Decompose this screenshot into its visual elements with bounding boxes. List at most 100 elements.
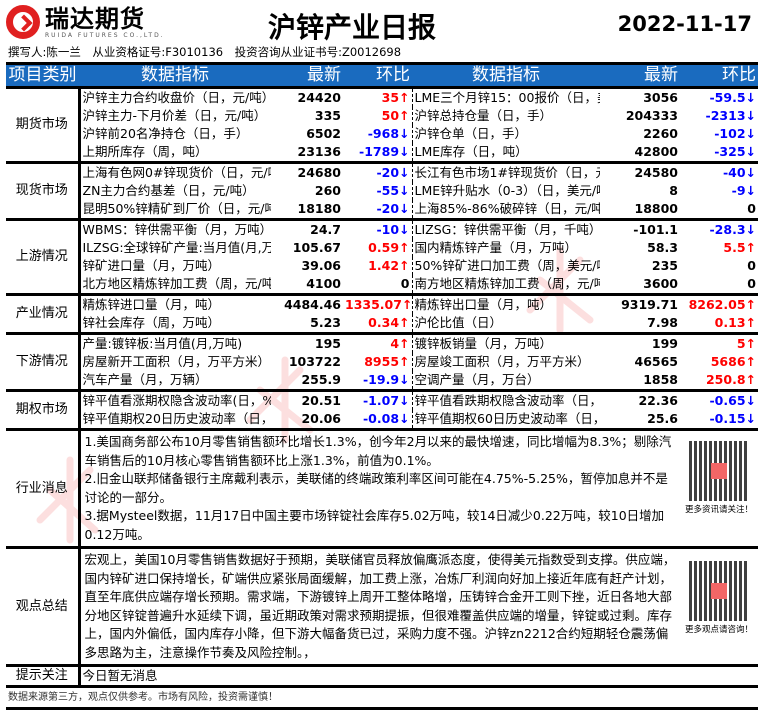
section-label: 期权市场 <box>6 389 81 430</box>
col-latest-right: 最新 <box>600 62 680 88</box>
view-text: 宏观上，美国10月零售销售数据好于预期，美联储官员释放偏鹰派态度，使得美元指数受… <box>79 546 680 666</box>
latest-value: 235 <box>651 258 678 273</box>
table-row: 锌矿进口量（月，万吨） 39.061.42↑50%锌矿进口加工费（周，美元/吨） 2… <box>6 257 758 275</box>
col-indicator-right: 数据指标 <box>412 62 600 88</box>
table-row: 现货市场上海有色网0#锌现货价（日，元/吨）24680-20↓长江有色市场1#锌… <box>6 161 758 220</box>
latest-value: 6502 <box>306 126 341 141</box>
table-row: 上期所库存（周，吨） 23136 -1789↓ LME库存（日，吨） 42800 -325… <box>6 143 758 163</box>
latest-value: 1858 <box>643 372 678 387</box>
indicator-name: 精炼锌进口量（月，吨） <box>79 293 271 314</box>
news-item: 1.美国商务部公布10月零售销售额环比增长1.3%，创今年2月以来的最快增速，同… <box>84 434 672 468</box>
latest-value: 204333 <box>625 108 678 123</box>
latest-value: 24420 <box>271 86 343 107</box>
indicator-name: 昆明50%锌精矿到厂价（日，元/吨） <box>82 201 272 216</box>
change-value: 4↑ <box>343 332 413 353</box>
logo-subtext: RUIDA FUTURES CO.,LTD. <box>45 31 165 39</box>
table-row: 锌社会库存（周，万吨） 5.23 0.34↑ 沪伦比值（日） 7.98 0.13↑ <box>6 314 758 334</box>
latest-value: 46565 <box>634 354 679 369</box>
indicator-name: 国内精炼锌产量（月，万吨） <box>414 240 578 255</box>
latest-value: 24.7 <box>271 218 343 239</box>
section-label: 下游情况 <box>6 332 81 391</box>
table-row: ZN主力合约基差（日，元/吨） 260 -55↓ LME锌升贴水（0-3）（日，美元/… <box>6 182 758 200</box>
change-value: 0.59↑ <box>343 239 413 257</box>
section-label: 上游情况 <box>6 218 81 295</box>
indicator-name: 锌平值期权20日历史波动率（日，%） <box>82 411 272 426</box>
change-value: -325↓ <box>714 144 756 159</box>
latest-value: 18180 <box>297 201 342 216</box>
report-date: 2022-11-17 <box>617 12 752 36</box>
change-value: 0 <box>747 276 756 291</box>
news-row: 行业消息 1.美国商务部公布10月零售销售额环比增长1.3%，创今年2月以来的最… <box>6 428 758 548</box>
section-label: 现货市场 <box>6 161 81 220</box>
latest-value: 58.3 <box>647 240 678 255</box>
section-label: 提示关注 <box>6 664 81 687</box>
indicator-name: 锌平值看跌期权隐含波动率（日，%） <box>412 389 600 410</box>
report-table: 项目类别 数据指标 最新 环比 数据指标 最新 环比 期货市场 沪锌主力合约收盘价… <box>6 62 758 689</box>
change-value: -28.3↓ <box>680 218 758 239</box>
indicator-name: 上期所库存（周，吨） <box>82 144 208 159</box>
latest-value: 7.98 <box>647 315 678 330</box>
change-value: -9↓ <box>731 183 756 198</box>
change-value: 5↑ <box>680 332 758 353</box>
indicator-name: ILZSG:全球锌矿产量:当月值(月,万吨) <box>82 240 272 255</box>
change-value: -0.08↓ <box>343 410 413 430</box>
table-row: 沪锌前20名净持仓（日，手） 6502 -968↓ 沪锌仓单（日，手） 2260 -102… <box>6 125 758 143</box>
latest-value: 5.23 <box>310 315 341 330</box>
indicator-name: 锌平值期权60日历史波动率（日，%） <box>414 411 601 426</box>
latest-value: 4484.46 <box>271 293 343 314</box>
latest-value: -101.1 <box>600 218 680 239</box>
table-row: 北方地区精炼锌加工费（周，元/吨） 4100 0 南方地区精炼锌加工费（周，元/吨） 3… <box>6 275 758 295</box>
news-item: 2.旧金山联邦储备银行主席戴利表示，美联储的终端政策利率区间可能在4.75%-5… <box>84 471 668 505</box>
change-value: 5686↑ <box>710 354 756 369</box>
logo-text: 瑞达期货 <box>45 4 145 33</box>
indicator-name: 沪伦比值（日） <box>414 315 503 330</box>
indicator-name: 锌矿进口量（月，万吨） <box>82 258 221 273</box>
table-row: 下游情况 产量:镀锌板:当月值(月,万吨) 195 4↑ 镀锌板销量（月，万吨） 199 5… <box>6 332 758 391</box>
indicator-name: 锌社会库存（周，万吨） <box>82 315 221 330</box>
section-label: 行业消息 <box>6 428 81 548</box>
indicator-name: 房屋竣工面积（月，万平方米） <box>414 354 590 369</box>
section-label: 期货市场 <box>6 86 81 163</box>
latest-value: 24680 <box>271 161 343 182</box>
latest-value: 3056 <box>600 86 680 107</box>
change-value: 1.42↑ <box>343 257 413 275</box>
section-label: 产业情况 <box>6 293 81 334</box>
col-change-right: 环比 <box>680 62 758 88</box>
latest-value: 42800 <box>634 144 679 159</box>
news-text: 1.美国商务部公布10月零售销售额环比增长1.3%，创今年2月以来的最快增速，同… <box>79 428 680 548</box>
latest-value: 260 <box>314 183 341 198</box>
indicator-name: 沪锌主力-下月价差（日，元/吨） <box>82 108 267 123</box>
change-value: 35↑ <box>343 86 413 107</box>
indicator-name: 沪锌前20名净持仓（日，手） <box>82 126 249 141</box>
col-category: 项目类别 <box>6 62 79 88</box>
change-value: -20↓ <box>343 200 413 220</box>
indicator-name: 产量:镀锌板:当月值(月,万吨) <box>79 332 271 353</box>
latest-value: 4100 <box>306 276 341 291</box>
latest-value: 103722 <box>288 354 341 369</box>
indicator-name: 镀锌板销量（月，万吨） <box>412 332 600 353</box>
latest-value: 23136 <box>297 144 342 159</box>
latest-value: 22.36 <box>600 389 680 410</box>
change-value: 8955↑ <box>343 353 413 371</box>
table-row: 沪锌主力-下月价差（日，元/吨） 335 50↑ 沪锌总持仓量（日，手） 204333 -… <box>6 107 758 125</box>
latest-value: 20.06 <box>301 411 341 426</box>
table-row: 房屋新开工面积（月，万平方米） 103722 8955↑ 房屋竣工面积（月，万平方米）… <box>6 353 758 371</box>
section-label: 观点总结 <box>6 546 81 666</box>
view-row: 观点总结 宏观上，美国10月零售销售数据好于预期，美联储官员释放偏鹰派态度，使得… <box>6 546 758 666</box>
indicator-name: 长江有色市场1#锌现货价（日，元/吨 <box>412 161 600 182</box>
indicator-name: LME三个月锌15：00报价（日，美元 <box>412 86 600 107</box>
company-logo: 瑞达期货 RUIDA FUTURES CO.,LTD. <box>6 5 165 39</box>
indicator-name: 南方地区精炼锌加工费（周，元/吨） <box>414 276 601 291</box>
qr-code-icon <box>689 561 749 621</box>
change-value: 0.13↑ <box>714 315 756 330</box>
change-value: 250.8↑ <box>705 372 756 387</box>
indicator-name: ZN主力合约基差（日，元/吨） <box>82 183 255 198</box>
indicator-name: LME锌升贴水（0-3）（日，美元/吨） <box>414 183 601 198</box>
table-row: 期权市场 锌平值看涨期权隐含波动率(日，%) 20.51 -1.07↓ 锌平值看跌期权隐… <box>6 389 758 430</box>
latest-value: 2260 <box>643 126 678 141</box>
indicator-name: 沪锌仓单（日，手） <box>414 126 528 141</box>
latest-value: 20.51 <box>271 389 343 410</box>
change-value: -55↓ <box>343 182 413 200</box>
qr-code-icon <box>689 441 749 501</box>
divider <box>6 707 758 710</box>
